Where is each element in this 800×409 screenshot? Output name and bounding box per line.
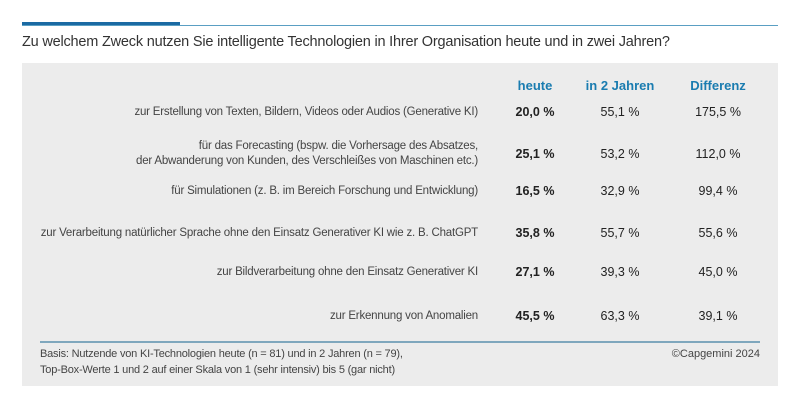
value-heute: 45,5 % — [515, 308, 555, 323]
row-label: zur Verarbeitung natürlicher Sprache ohn… — [41, 226, 478, 241]
page-title: Zu welchem Zweck nutzen Sie intelligente… — [22, 34, 670, 50]
value-in-2-jahren: 39,3 % — [600, 264, 640, 279]
value-differenz: 175,5 % — [695, 104, 741, 119]
value-differenz: 99,4 % — [698, 183, 738, 198]
accent-bar — [22, 22, 180, 26]
column-header-differenz: Differenz — [690, 78, 746, 93]
footnote: Basis: Nutzende von KI-Technologien heut… — [40, 346, 403, 378]
row-label-line: der Abwanderung von Kunden, des Verschle… — [136, 155, 478, 167]
value-in-2-jahren: 55,7 % — [600, 225, 640, 240]
value-in-2-jahren: 55,1 % — [600, 104, 640, 119]
row-label-line: zur Erkennung von Anomalien — [329, 309, 478, 322]
row-label-line: für das Forecasting (bspw. die Vorhersag… — [198, 140, 478, 152]
value-in-2-jahren: 63,3 % — [600, 308, 640, 323]
row-label-line: für Simulationen (z. B. im Bereich Forsc… — [171, 184, 478, 197]
footer-divider — [40, 341, 760, 343]
value-in-2-jahren: 53,2 % — [600, 146, 640, 161]
row-label-line: zur Bildverarbeitung ohne den Einsatz Ge… — [216, 265, 478, 278]
value-differenz: 45,0 % — [698, 264, 738, 279]
column-header-heute: heute — [517, 78, 553, 93]
value-heute: 16,5 % — [515, 183, 555, 198]
value-heute: 20,0 % — [515, 104, 555, 119]
row-label: zur Erstellung von Texten, Bildern, Vide… — [134, 105, 478, 120]
value-differenz: 55,6 % — [698, 225, 738, 240]
divider — [22, 25, 778, 26]
table-panel: heute in 2 Jahren Differenz zur Erstellu… — [22, 63, 778, 386]
footnote-line: Basis: Nutzende von KI-Technologien heut… — [40, 348, 403, 360]
value-differenz: 112,0 % — [695, 146, 741, 161]
value-in-2-jahren: 32,9 % — [600, 183, 640, 198]
value-differenz: 39,1 % — [698, 308, 738, 323]
copyright: ©Capgemini 2024 — [671, 348, 760, 360]
value-heute: 27,1 % — [515, 264, 555, 279]
row-label-line: zur Verarbeitung natürlicher Sprache ohn… — [40, 226, 478, 239]
row-label: zur Erkennung von Anomalien — [330, 309, 478, 324]
row-label: für das Forecasting (bspw. die Vorhersag… — [136, 139, 478, 169]
row-label: für Simulationen (z. B. im Bereich Forsc… — [171, 184, 478, 199]
value-heute: 25,1 % — [515, 146, 555, 161]
row-label: zur Bildverarbeitung ohne den Einsatz Ge… — [217, 265, 478, 280]
footnote-line: Top-Box-Werte 1 und 2 auf einer Skala vo… — [40, 364, 395, 376]
column-header-in-2-jahren: in 2 Jahren — [585, 78, 655, 93]
row-label-line: zur Erstellung von Texten, Bildern, Vide… — [134, 105, 478, 118]
value-heute: 35,8 % — [515, 225, 555, 240]
